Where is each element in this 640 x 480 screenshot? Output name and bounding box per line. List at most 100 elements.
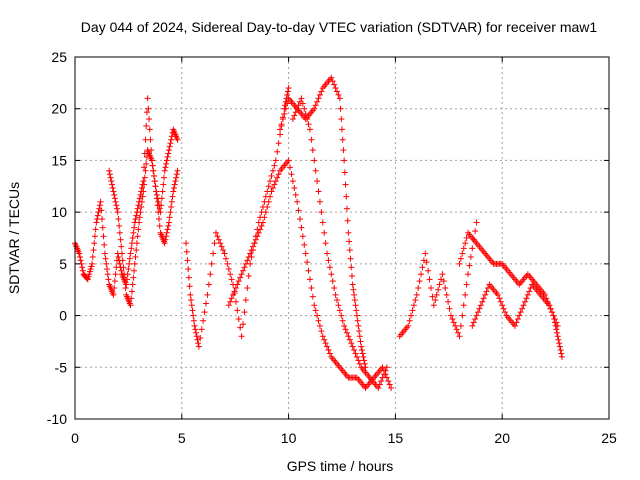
data-point <box>169 193 176 200</box>
data-point <box>116 260 123 267</box>
data-point <box>100 233 107 240</box>
data-point <box>79 267 86 274</box>
data-point <box>133 212 140 219</box>
data-point <box>185 274 192 281</box>
data-point <box>547 305 554 312</box>
data-point <box>251 240 258 247</box>
data-point <box>191 322 198 329</box>
data-point <box>388 384 395 391</box>
data-point <box>116 229 123 236</box>
data-point <box>316 198 323 205</box>
data-point <box>315 188 322 195</box>
data-point <box>551 316 558 323</box>
data-point <box>339 126 345 133</box>
data-point <box>322 340 329 347</box>
data-point <box>238 333 245 340</box>
data-point <box>346 336 353 343</box>
data-point <box>146 116 153 123</box>
data-point <box>200 317 207 324</box>
data-point <box>94 212 101 219</box>
data-point <box>499 302 506 309</box>
data-point <box>343 205 350 212</box>
data-point <box>265 198 272 205</box>
x-tick-label: 20 <box>494 430 510 446</box>
data-point <box>558 350 565 357</box>
data-point <box>174 167 181 174</box>
data-point <box>301 105 308 112</box>
data-point <box>361 357 368 364</box>
data-point <box>167 209 174 216</box>
data-point <box>244 257 251 264</box>
data-point <box>341 157 348 164</box>
chart-title: Day 044 of 2024, Sidereal Day-to-day VTE… <box>81 19 598 35</box>
data-point <box>234 281 241 288</box>
data-point <box>462 291 469 298</box>
data-point <box>513 319 520 326</box>
data-point <box>161 240 168 247</box>
data-point <box>334 88 341 95</box>
data-point <box>131 260 138 267</box>
data-point <box>342 326 349 333</box>
data-point <box>311 105 318 112</box>
y-tick-label: -10 <box>47 411 67 427</box>
data-point <box>204 291 211 298</box>
data-point <box>210 250 217 257</box>
data-point <box>345 229 352 236</box>
x-axis-ticks: 0 5 10 15 20 25 <box>71 57 617 446</box>
data-point <box>304 259 311 266</box>
data-point <box>456 333 463 340</box>
data-point <box>312 102 319 109</box>
data-point <box>282 105 289 112</box>
data-point <box>107 174 114 181</box>
data-point <box>357 338 364 345</box>
data-point <box>168 136 175 143</box>
data-point <box>131 224 138 231</box>
data-point <box>143 160 150 167</box>
data-point <box>221 250 228 257</box>
data-point <box>255 229 262 236</box>
data-point <box>211 240 218 247</box>
data-point <box>128 245 135 252</box>
data-point <box>351 297 358 304</box>
data-point <box>136 214 143 221</box>
data-point <box>183 240 190 247</box>
data-point <box>163 157 170 164</box>
data-point <box>516 312 523 319</box>
data-point <box>316 322 323 329</box>
data-point <box>140 188 147 195</box>
data-point <box>465 271 472 278</box>
data-point <box>133 240 140 247</box>
data-point <box>188 297 195 304</box>
data-point <box>295 207 302 214</box>
data-point <box>193 333 200 340</box>
data-point <box>463 235 470 241</box>
data-point <box>125 266 132 273</box>
data-point <box>272 157 279 164</box>
data-point <box>474 309 481 316</box>
data-point <box>555 336 562 343</box>
data-point <box>332 291 339 298</box>
data-point <box>89 253 96 260</box>
data-point <box>435 286 442 293</box>
data-point <box>340 147 347 154</box>
data-point <box>291 185 298 192</box>
data-point <box>292 109 299 116</box>
data-point <box>262 209 269 216</box>
data-point <box>271 181 278 188</box>
data-point <box>101 250 108 257</box>
data-point <box>553 326 560 333</box>
data-point <box>118 250 125 257</box>
data-point <box>120 264 127 271</box>
data-point <box>299 233 306 240</box>
data-point <box>284 100 291 107</box>
data-point <box>295 102 302 109</box>
data-point <box>343 193 350 200</box>
data-point <box>519 305 526 312</box>
data-point <box>360 353 367 360</box>
data-point <box>155 198 162 205</box>
data-point <box>265 183 272 190</box>
x-tick-label: 0 <box>71 430 79 446</box>
data-point <box>183 248 190 255</box>
data-point <box>173 174 180 181</box>
data-point <box>140 178 147 185</box>
